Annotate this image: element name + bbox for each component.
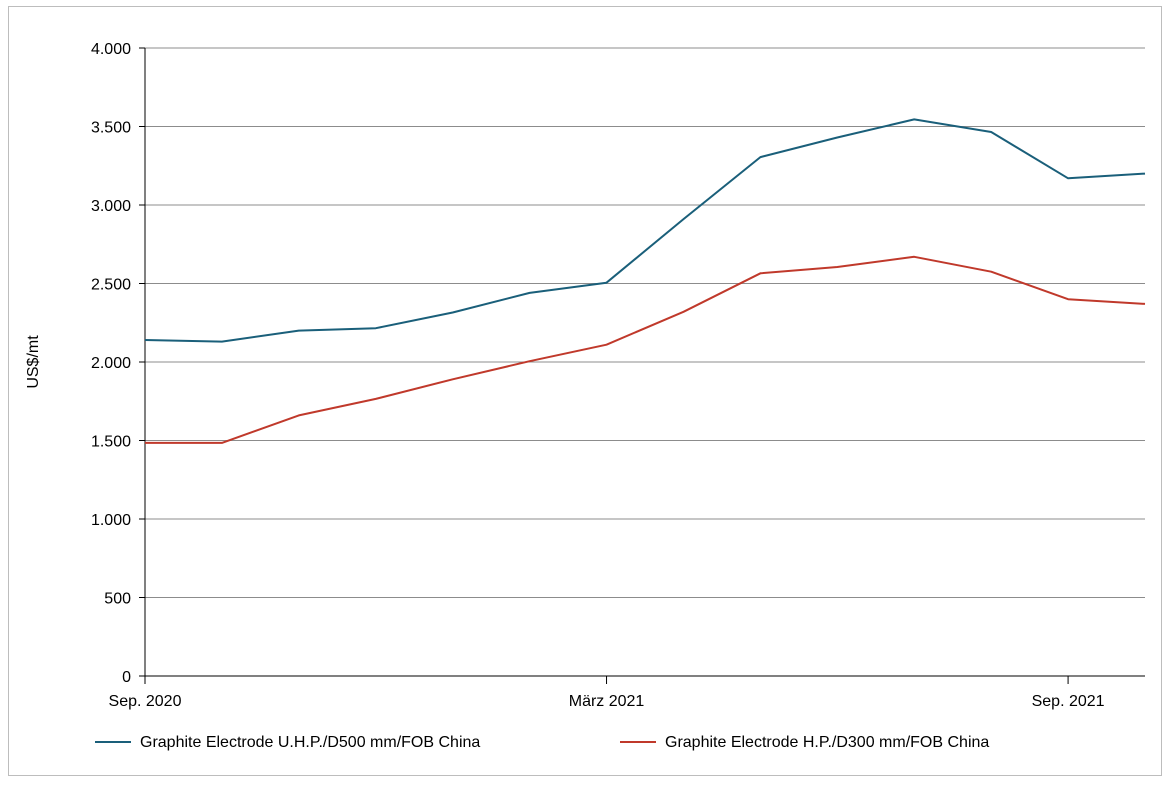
y-tick-label: 3.000 [91, 198, 131, 215]
gridlines [145, 47, 1145, 598]
x-tick-label: März 2021 [569, 693, 645, 710]
y-tick-label: 4.000 [91, 41, 131, 58]
y-tick-label: 2.000 [91, 355, 131, 372]
series-line-1 [144, 118, 1146, 343]
y-tick-label: 500 [104, 591, 131, 608]
legend-label-1: Graphite Electrode U.H.P./D500 mm/FOB Ch… [140, 734, 480, 751]
y-tick-label: 1.500 [91, 434, 131, 451]
series-lines [144, 118, 1146, 444]
legend-label-2: Graphite Electrode H.P./D300 mm/FOB Chin… [665, 734, 989, 751]
x-tick-label: Sep. 2020 [109, 693, 182, 710]
y-tick-label: 0 [122, 669, 131, 686]
axes: 0 500 1.000 1.500 2.000 2.500 3.000 3.500 4.000 S… [91, 41, 1145, 710]
chart-frame [8, 6, 1162, 776]
y-tick-label: 1.000 [91, 512, 131, 529]
x-tick-label: Sep. 2021 [1032, 693, 1105, 710]
legend: Graphite Electrode U.H.P./D500 mm/FOB Ch… [95, 734, 989, 751]
y-tick-label: 2.500 [91, 277, 131, 294]
y-tick-label: 3.500 [91, 120, 131, 137]
y-axis-label: US$/mt [25, 335, 42, 389]
series-line-2 [145, 255, 1146, 444]
